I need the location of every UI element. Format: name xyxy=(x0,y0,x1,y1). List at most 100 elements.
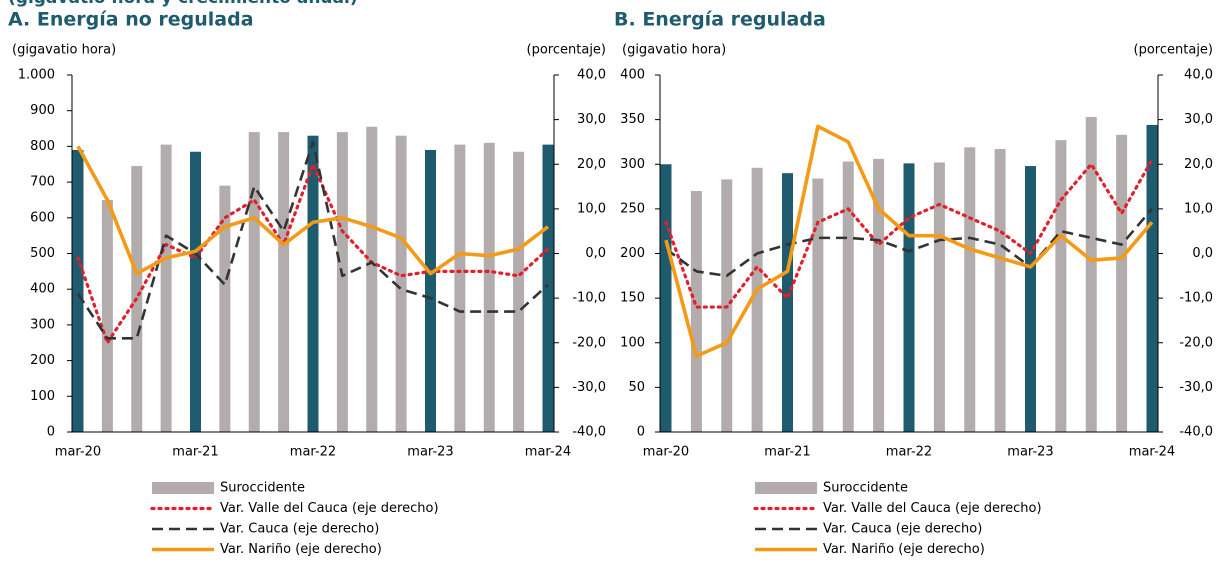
x-tick-label: mar-23 xyxy=(407,445,453,460)
legend-label: Suroccidente xyxy=(823,481,908,496)
legend-label: Var. Nariño (eje derecho) xyxy=(220,542,382,557)
chart-title: B. Energía regulada xyxy=(614,9,826,31)
bar xyxy=(1085,116,1097,432)
bar xyxy=(660,164,672,432)
y-tick-label: 100 xyxy=(620,335,645,350)
y2-tick-label: 30,0 xyxy=(577,112,606,127)
bar xyxy=(690,191,702,432)
bar xyxy=(903,163,915,433)
y2-tick-label: 20,0 xyxy=(1184,157,1213,172)
y-tick-label: 0 xyxy=(637,425,645,440)
bar xyxy=(160,144,172,433)
y-tick-label: 200 xyxy=(30,353,55,368)
bar xyxy=(483,142,495,432)
y-tick-label: 250 xyxy=(620,201,645,216)
y2-tick-label: 0,0 xyxy=(1192,246,1213,261)
y2-tick-label: -10,0 xyxy=(1179,291,1213,306)
y2-tick-label: -20,0 xyxy=(1179,335,1213,350)
y-tick-label: 300 xyxy=(620,157,645,172)
bar xyxy=(873,158,885,432)
bar xyxy=(812,178,824,432)
y2-tick-label: -40,0 xyxy=(1179,425,1213,440)
bar xyxy=(101,199,113,432)
y2-tick-label: -30,0 xyxy=(572,380,606,395)
bar xyxy=(1025,166,1036,432)
x-tick-label: mar-24 xyxy=(1129,445,1175,460)
bar xyxy=(1146,124,1158,432)
y-tick-label: 700 xyxy=(30,175,55,190)
bar xyxy=(782,173,793,433)
line-series xyxy=(665,208,1153,278)
legend-label: Var. Valle del Cauca (eje derecho) xyxy=(823,501,1042,516)
legend-swatch xyxy=(755,482,817,494)
y2-tick-label: 20,0 xyxy=(577,157,606,172)
y-tick-label: 400 xyxy=(30,282,55,297)
bar xyxy=(1055,140,1067,432)
y2-tick-label: 40,0 xyxy=(1184,68,1213,83)
y2-axis-label: (porcentaje) xyxy=(527,43,606,58)
y-tick-label: 800 xyxy=(30,139,55,154)
y2-tick-label: 0,0 xyxy=(585,246,606,261)
x-tick-label: mar-20 xyxy=(55,445,101,460)
legend-label: Suroccidente xyxy=(220,481,305,496)
y2-axis-label: (porcentaje) xyxy=(1134,43,1213,58)
y2-tick-label: 40,0 xyxy=(577,68,606,83)
y2-tick-label: -20,0 xyxy=(572,335,606,350)
bar xyxy=(278,132,290,432)
x-tick-label: mar-22 xyxy=(886,445,932,460)
bar xyxy=(994,149,1006,432)
chart-title: A. Energía no regulada xyxy=(8,9,254,31)
x-tick-label: mar-24 xyxy=(525,445,571,460)
bar xyxy=(933,162,945,432)
bar xyxy=(219,185,231,432)
line-series xyxy=(76,140,549,340)
legend-label: Var. Valle del Cauca (eje derecho) xyxy=(220,501,439,516)
legend-label: Var. Nariño (eje derecho) xyxy=(823,542,985,557)
y-axis-label: (gigavatio hora) xyxy=(622,43,726,58)
y2-tick-label: 10,0 xyxy=(577,201,606,216)
bar xyxy=(751,167,763,432)
y-tick-label: 1.000 xyxy=(18,68,55,83)
y-tick-label: 50 xyxy=(628,380,645,395)
bar xyxy=(395,135,407,432)
x-tick-label: mar-21 xyxy=(764,445,810,460)
x-tick-label: mar-21 xyxy=(172,445,218,460)
bar xyxy=(454,144,466,433)
bar xyxy=(366,126,378,432)
y-tick-label: 900 xyxy=(30,103,55,118)
bar xyxy=(307,135,319,432)
y-tick-label: 300 xyxy=(30,317,55,332)
y2-tick-label: 10,0 xyxy=(1184,201,1213,216)
y2-tick-label: 30,0 xyxy=(1184,112,1213,127)
x-tick-label: mar-23 xyxy=(1007,445,1053,460)
y-tick-label: 350 xyxy=(620,112,645,127)
y-axis-label: (gigavatio hora) xyxy=(12,43,116,58)
y2-tick-label: -10,0 xyxy=(572,291,606,306)
y-tick-label: 200 xyxy=(620,246,645,261)
bar xyxy=(842,161,854,432)
y-tick-label: 150 xyxy=(620,291,645,306)
legend-label: Var. Cauca (eje derecho) xyxy=(220,522,379,537)
y2-tick-label: -40,0 xyxy=(572,425,606,440)
line-series xyxy=(664,124,1154,358)
x-tick-label: mar-20 xyxy=(643,445,689,460)
bar xyxy=(248,132,260,432)
y-tick-label: 100 xyxy=(30,389,55,404)
y-tick-label: 0 xyxy=(47,425,55,440)
x-tick-label: mar-22 xyxy=(290,445,336,460)
y-tick-label: 600 xyxy=(30,210,55,225)
bar xyxy=(336,132,348,432)
line-series xyxy=(664,158,1154,309)
bar xyxy=(964,147,976,433)
bar xyxy=(1116,134,1128,433)
y2-tick-label: -30,0 xyxy=(1179,380,1213,395)
legend-label: Var. Cauca (eje derecho) xyxy=(823,522,982,537)
bar xyxy=(190,151,201,432)
y-tick-label: 500 xyxy=(30,246,55,261)
bar xyxy=(425,149,436,432)
header: (gigavatio hora y crecimiento anual) xyxy=(8,0,358,8)
legend-swatch xyxy=(152,482,214,494)
bar xyxy=(513,151,525,432)
